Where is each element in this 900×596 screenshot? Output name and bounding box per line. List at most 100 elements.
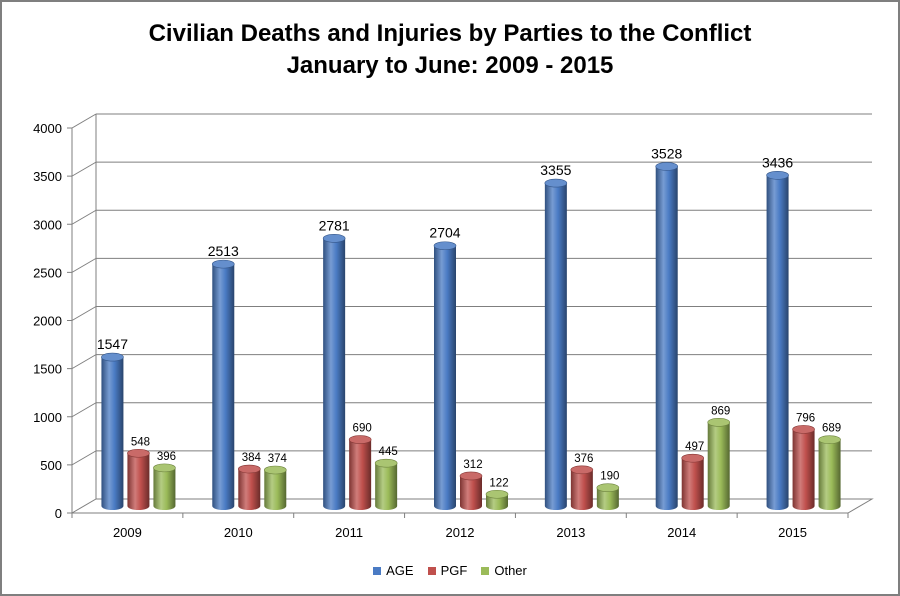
bar-other xyxy=(485,489,509,510)
data-label: 497 xyxy=(685,441,704,453)
data-label: 3355 xyxy=(540,162,571,178)
data-label: 376 xyxy=(574,453,593,465)
bar-top xyxy=(818,435,841,444)
y-tick-label: 500 xyxy=(40,458,62,473)
bar-top xyxy=(596,483,620,493)
bar-top xyxy=(792,425,815,434)
bar-body xyxy=(127,453,150,510)
x-tick-label: 2009 xyxy=(113,525,142,540)
bar-top xyxy=(485,489,509,499)
bar-top xyxy=(544,178,568,188)
bar-top xyxy=(655,162,679,171)
bar-pgf xyxy=(348,435,372,510)
data-label: 548 xyxy=(131,436,150,448)
bar-body xyxy=(544,183,567,511)
bar-body xyxy=(707,422,730,510)
bar-top xyxy=(237,464,261,474)
bar-body xyxy=(766,175,789,510)
bar-body xyxy=(375,463,398,510)
data-label: 2704 xyxy=(429,225,460,241)
data-label: 3528 xyxy=(651,145,682,161)
bar-age xyxy=(655,162,679,510)
gridline-depth xyxy=(71,450,97,466)
bar-top xyxy=(348,435,372,444)
bar-body xyxy=(596,487,619,510)
y-tick-label: 2500 xyxy=(33,265,62,280)
bar-body xyxy=(681,458,704,510)
bar-other xyxy=(596,483,620,510)
data-label: 3436 xyxy=(762,154,793,170)
data-label: 445 xyxy=(379,446,398,458)
y-tick-label: 2000 xyxy=(33,314,62,329)
legend-label: Other xyxy=(494,563,527,578)
chart-title: Civilian Deaths and Injuries by Parties … xyxy=(2,18,898,82)
bar-pgf xyxy=(127,448,150,510)
bar-age xyxy=(322,234,346,511)
y-tick-label: 3000 xyxy=(33,217,62,232)
bar-body xyxy=(238,469,261,510)
bar-pgf xyxy=(237,464,261,510)
bar-body xyxy=(460,475,482,510)
bar-other xyxy=(153,463,176,510)
bar-body xyxy=(486,494,508,510)
legend-item-pgf: PGF xyxy=(427,563,467,578)
y-tick-label: 1500 xyxy=(33,362,62,377)
bar-top xyxy=(766,170,789,180)
x-tick-label: 2011 xyxy=(335,525,363,540)
bar-pgf xyxy=(792,425,815,510)
bar-body xyxy=(264,470,287,510)
gridline-depth xyxy=(71,161,97,177)
data-label: 1547 xyxy=(97,336,128,352)
x-tick-label: 2010 xyxy=(224,525,253,540)
chart-title-line-2: January to June: 2009 - 2015 xyxy=(286,52,614,79)
bar-age xyxy=(211,259,235,510)
bar-pgf xyxy=(681,453,705,510)
data-label: 384 xyxy=(242,452,262,464)
bar-other xyxy=(374,458,398,510)
data-label: 2781 xyxy=(319,217,350,233)
bar-body xyxy=(655,166,678,510)
bar-top xyxy=(322,234,346,243)
legend-label: AGE xyxy=(386,563,414,578)
gridline-depth xyxy=(71,402,97,418)
bar-top xyxy=(153,463,176,473)
data-label: 374 xyxy=(268,453,288,465)
data-label: 869 xyxy=(711,405,730,417)
y-tick-label: 3500 xyxy=(33,169,62,184)
bar-top xyxy=(263,465,287,475)
bar-age xyxy=(544,178,568,511)
legend-item-other: Other xyxy=(481,563,527,578)
bar-top xyxy=(707,418,731,427)
legend-swatch xyxy=(427,566,436,575)
y-tick-label: 1000 xyxy=(33,410,62,425)
bar-body xyxy=(101,357,124,510)
bar-body xyxy=(434,245,456,511)
bar-body xyxy=(818,439,841,510)
data-label: 190 xyxy=(600,471,619,483)
bar-body xyxy=(792,429,815,510)
data-label: 312 xyxy=(463,459,482,471)
bar-body xyxy=(323,238,346,511)
bar-top xyxy=(127,448,150,458)
bar-other xyxy=(818,435,841,510)
bar-other xyxy=(707,418,731,510)
bar-body xyxy=(153,467,176,510)
bar-age xyxy=(433,241,457,511)
bar-body xyxy=(349,439,372,510)
bar-age xyxy=(766,170,789,510)
gridline-depth xyxy=(71,306,97,321)
bar-age xyxy=(101,352,124,510)
bar-top xyxy=(681,453,705,463)
data-label: 689 xyxy=(822,423,841,435)
chart-legend: AGE PGF Other xyxy=(2,563,898,578)
gridline-depth xyxy=(71,354,97,370)
data-label: 122 xyxy=(489,477,508,489)
x-tick-label: 2013 xyxy=(556,525,585,540)
bar-other xyxy=(263,465,287,510)
legend-swatch xyxy=(373,566,382,575)
data-label: 796 xyxy=(796,412,815,424)
bar-body xyxy=(570,469,593,510)
x-tick-label: 2014 xyxy=(667,525,696,540)
bar-top xyxy=(211,259,235,269)
